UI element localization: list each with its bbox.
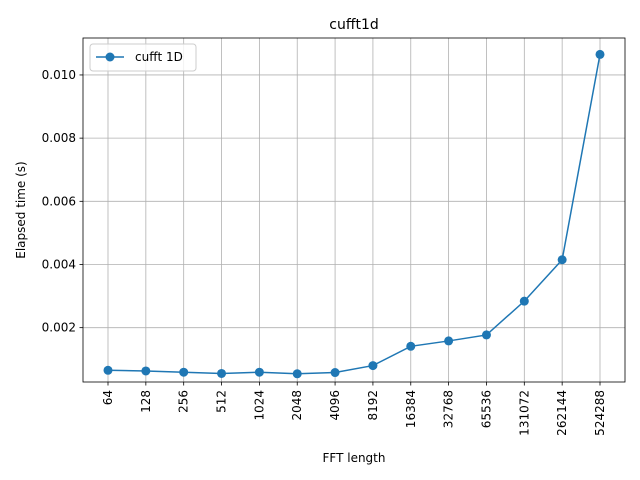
x-tick-label: 1024 (252, 390, 266, 421)
data-point (103, 365, 113, 375)
legend-box (89, 43, 197, 72)
legend-label: cufft 1D (135, 50, 183, 64)
x-axis: 64 128 256 512 1024 2048 4096 8192 16384 32768 655… (101, 382, 607, 436)
series-line (107, 54, 601, 375)
data-point (519, 296, 529, 306)
x-tick-label: 32768 (442, 390, 456, 428)
x-tick-label: 524288 (593, 390, 607, 436)
data-point (141, 366, 151, 376)
x-tick-label: 65536 (479, 390, 493, 428)
x-tick-label: 16384 (404, 390, 418, 428)
data-point (254, 367, 264, 377)
x-tick-label: 2048 (290, 390, 304, 421)
data-point (292, 369, 302, 379)
x-tick-label: 8192 (366, 390, 380, 421)
y-axis: 0.002 0.004 0.006 0.008 0.010 (42, 68, 83, 335)
x-tick-label: 64 (101, 390, 115, 405)
grid (83, 38, 625, 382)
y-tick-label: 0.006 (42, 194, 76, 208)
x-axis-label: FFT length (323, 451, 386, 465)
legend-marker-swatch (105, 52, 115, 62)
series-layer (103, 49, 605, 379)
x-tick-label: 131072 (517, 390, 531, 436)
data-point (217, 368, 227, 378)
data-point (595, 49, 605, 59)
data-point (330, 368, 340, 378)
y-axis-label: Elapsed time (s) (14, 161, 28, 259)
data-point (444, 336, 454, 346)
y-tick-label: 0.010 (42, 68, 76, 82)
x-tick-label: 512 (215, 390, 229, 413)
data-point (406, 341, 416, 351)
y-tick-label: 0.004 (42, 257, 76, 271)
x-tick-label: 262144 (555, 390, 569, 436)
plot-frame (82, 37, 626, 383)
data-point (368, 361, 378, 371)
y-tick-label: 0.008 (42, 131, 76, 145)
x-tick-label: 128 (139, 390, 153, 413)
x-tick-label: 4096 (328, 390, 342, 421)
chart-title: cufft1d (329, 17, 379, 33)
legend: cufft 1D (89, 43, 197, 72)
data-point (179, 367, 189, 377)
data-point (557, 255, 567, 265)
x-tick-label: 256 (177, 390, 191, 413)
y-tick-label: 0.002 (42, 321, 76, 335)
data-point (481, 330, 491, 340)
